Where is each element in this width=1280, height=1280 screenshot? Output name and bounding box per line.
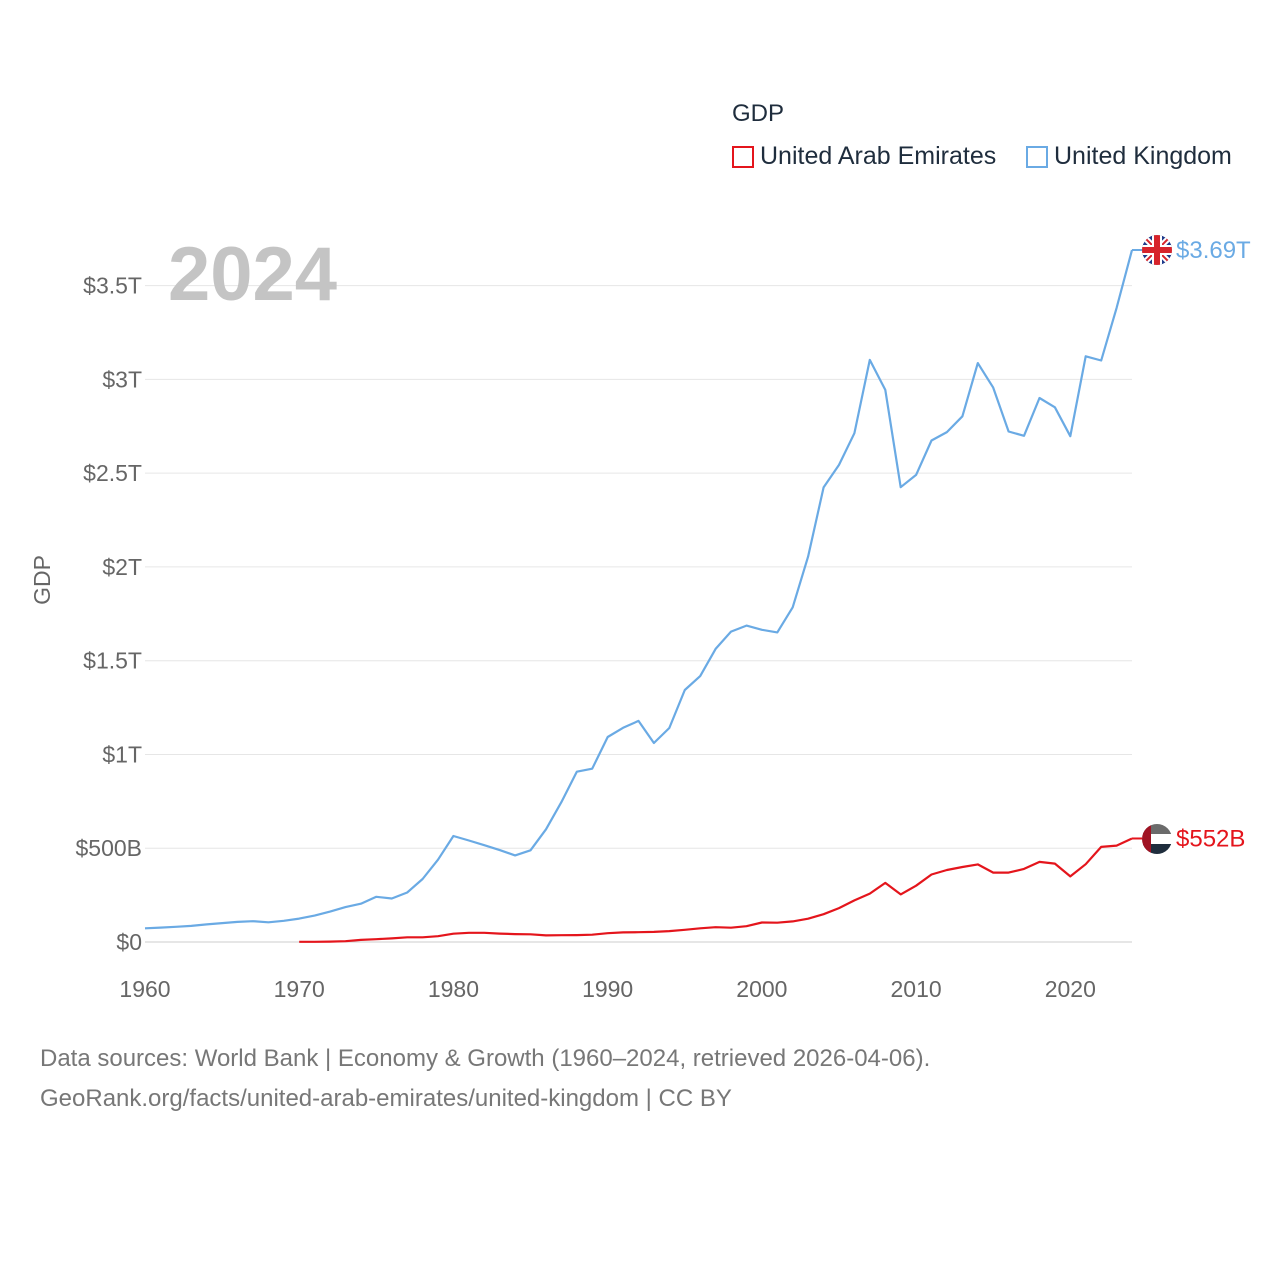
legend-label-uae: United Arab Emirates (760, 142, 997, 170)
legend-title: GDP (732, 100, 785, 127)
legend-swatch-uk (1026, 145, 1048, 168)
series-lines (144, 249, 1134, 943)
uae-flag-icon (1142, 824, 1172, 854)
uk-flag-icon (1142, 235, 1172, 265)
y-tick-label: $1.5T (83, 648, 142, 674)
end-label-united-kingdom: $3.69T (1176, 237, 1251, 264)
legend-swatch-uae (732, 145, 754, 168)
y-axis-label: GDP (29, 555, 55, 605)
y-tick-label: $1T (102, 741, 142, 767)
x-tick-label: 1970 (274, 976, 325, 1002)
x-axis-ticks: 1960 1970 1980 1990 2000 2010 2020 (119, 976, 1095, 1002)
y-axis-ticks: $0 $500B $1T $1.5T $2T $2.5T $3T $3.5T (75, 273, 142, 955)
footer-attribution: GeoRank.org/facts/united-arab-emirates/u… (40, 1085, 732, 1112)
footer-sources: Data sources: World Bank | Economy & Gro… (40, 1045, 931, 1072)
y-tick-label: $500B (75, 835, 142, 861)
y-tick-label: $0 (116, 929, 142, 955)
x-tick-label: 2020 (1045, 976, 1096, 1002)
y-tick-label: $3T (102, 366, 142, 392)
end-label-united-arab-emirates: $552B (1176, 825, 1245, 852)
y-tick-label: $3.5T (83, 273, 142, 299)
y-tick-label: $2.5T (83, 460, 142, 486)
x-tick-label: 1990 (582, 976, 633, 1002)
x-tick-label: 1960 (119, 976, 170, 1002)
year-watermark: 2024 (168, 232, 337, 317)
series-line-united-kingdom (144, 249, 1134, 930)
x-tick-label: 2000 (736, 976, 787, 1002)
legend-item-uae[interactable]: United Arab Emirates (732, 142, 996, 171)
y-tick-label: $2T (102, 554, 142, 580)
legend-item-uk[interactable]: United Kingdom (1026, 142, 1232, 171)
series-line-united-arab-emirates (299, 837, 1133, 943)
legend-label-uk: United Kingdom (1054, 142, 1232, 170)
series-end-labels: $3.69T $552B (1132, 237, 1251, 852)
x-tick-label: 2010 (891, 976, 942, 1002)
x-tick-label: 1980 (428, 976, 479, 1002)
grid-lines (145, 285, 1132, 943)
